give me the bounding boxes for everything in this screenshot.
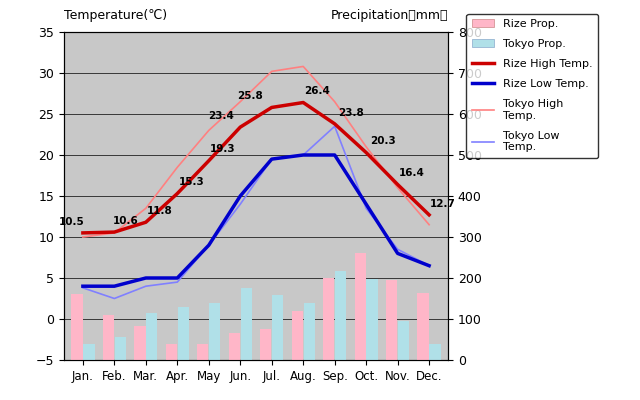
Text: 19.3: 19.3 bbox=[210, 144, 236, 154]
Bar bbox=[209, 302, 220, 360]
Text: Temperature(℃): Temperature(℃) bbox=[64, 9, 167, 22]
Bar bbox=[355, 254, 366, 360]
Text: 15.3: 15.3 bbox=[179, 177, 204, 187]
Bar bbox=[367, 279, 378, 360]
Text: 10.5: 10.5 bbox=[59, 216, 84, 226]
Bar bbox=[146, 313, 157, 360]
Bar bbox=[197, 344, 209, 360]
Bar bbox=[228, 333, 240, 360]
Text: Precipitation（mm）: Precipitation（mm） bbox=[330, 9, 448, 22]
Bar bbox=[260, 329, 271, 360]
Bar bbox=[292, 311, 303, 360]
Bar bbox=[335, 271, 346, 360]
Bar bbox=[272, 295, 284, 360]
Text: 16.4: 16.4 bbox=[399, 168, 424, 178]
Bar bbox=[178, 307, 189, 360]
Bar bbox=[323, 278, 334, 360]
Text: 11.8: 11.8 bbox=[147, 206, 173, 216]
Text: 23.4: 23.4 bbox=[208, 111, 234, 121]
Bar bbox=[83, 344, 95, 360]
Bar bbox=[102, 315, 114, 360]
Bar bbox=[71, 294, 83, 360]
Bar bbox=[417, 293, 429, 360]
Legend: Rize Prop., Tokyo Prop., Rize High Temp., Rize Low Temp., Tokyo High
Temp., Toky: Rize Prop., Tokyo Prop., Rize High Temp.… bbox=[467, 14, 598, 158]
Bar bbox=[115, 338, 126, 360]
Bar bbox=[166, 344, 177, 360]
Bar bbox=[303, 304, 315, 360]
Bar bbox=[398, 321, 410, 360]
Bar bbox=[134, 326, 145, 360]
Bar bbox=[429, 344, 441, 360]
Text: 12.7: 12.7 bbox=[430, 198, 456, 208]
Text: 20.3: 20.3 bbox=[370, 136, 396, 146]
Text: 10.6: 10.6 bbox=[113, 216, 138, 226]
Bar bbox=[386, 280, 397, 360]
Text: 23.8: 23.8 bbox=[339, 108, 364, 118]
Bar bbox=[241, 288, 252, 360]
Text: 26.4: 26.4 bbox=[304, 86, 330, 96]
Text: 25.8: 25.8 bbox=[237, 91, 262, 101]
